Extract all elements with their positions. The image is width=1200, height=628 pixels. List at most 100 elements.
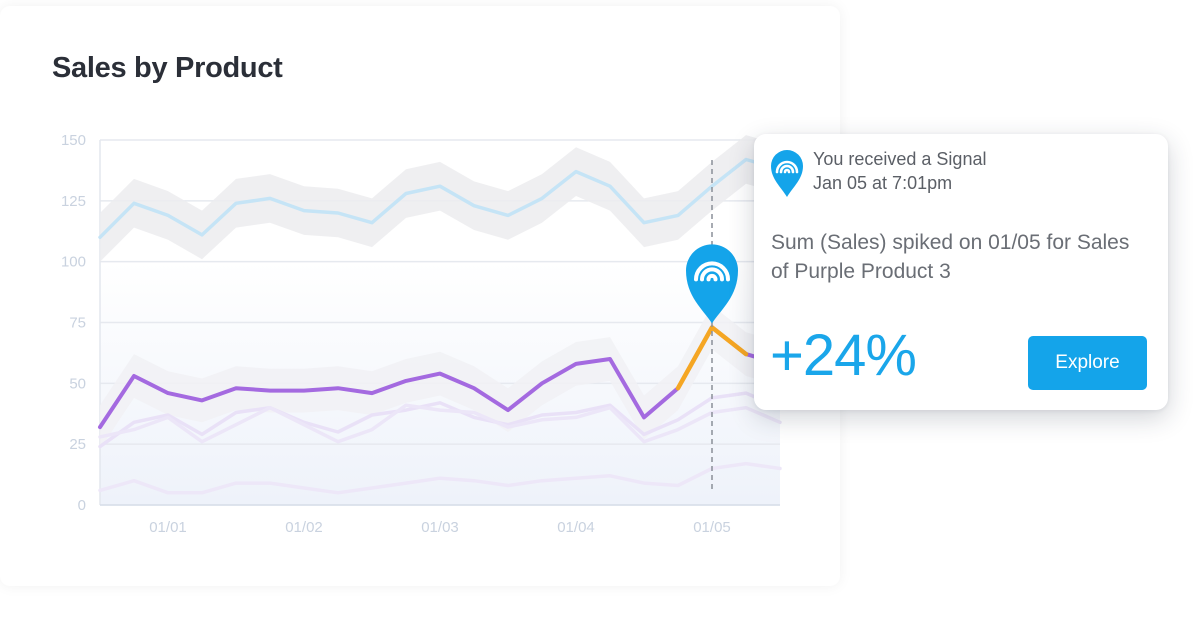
series-2-point [541,414,543,416]
series-0-point [371,221,373,224]
series-1-point [609,358,611,360]
series-2-point [643,433,645,436]
series-4-point [167,492,169,494]
series-0-point [99,236,101,239]
series-3-point [405,404,407,407]
series-3-point [133,428,135,431]
series-3-point [745,406,747,409]
series-4-point [609,475,611,477]
series-2-point [201,433,203,436]
series-2-point [575,411,577,414]
series-0-point [405,192,407,195]
explore-button[interactable]: Explore [1028,336,1147,390]
series-1-point [541,382,543,385]
series-1-point [439,372,441,375]
series-2-point [371,414,373,416]
series-1-point [575,363,577,365]
series-3-point [507,426,509,428]
series-0-point [507,214,509,217]
series-4-point [99,489,101,492]
series-0-point [337,212,339,214]
series-1-point [303,389,305,392]
series-1-point [371,392,373,394]
signal-popup: You received a Signal Jan 05 at 7:01pm S… [754,134,1168,410]
series-2-point [609,404,611,407]
series-4-point [303,487,305,489]
series-3-point [439,409,441,411]
series-4-point [337,492,339,494]
series-0-point [133,202,135,205]
series-3-point [167,416,169,419]
series-4-point [235,482,237,484]
series-1-point [643,416,645,419]
signal-time: Jan 05 at 7:01pm [813,173,953,193]
series-4-point [371,487,373,489]
series-3-point [201,440,203,443]
series-0-point [473,204,475,207]
series-2-point [405,409,407,411]
series-2-point [235,411,237,414]
x-tick-label: 01/05 [693,519,731,536]
chart-title: Sales by Product [52,52,283,84]
y-tick-label: 50 [69,375,86,392]
series-4-point [575,477,577,480]
series-3-point [303,423,305,426]
series-4-point [269,482,271,484]
series-1-point [201,399,203,402]
series-1-band [100,305,780,449]
series-1-point [235,387,237,390]
series-2-point [99,445,101,448]
x-tick-label: 01/03 [421,519,459,536]
series-0-point [201,234,203,236]
series-4-point [473,479,475,482]
series-0-point [677,214,679,217]
signal-heading: You received a Signal [813,149,987,169]
series-0-point [541,197,543,200]
y-tick-label: 125 [61,193,86,210]
x-tick-label: 01/01 [149,519,187,536]
y-tick-label: 150 [61,132,86,149]
series-2-point [745,392,747,394]
series-4-point [541,479,543,482]
y-tick-label: 100 [61,254,86,271]
signal-header: You received a Signal Jan 05 at 7:01pm [813,147,986,195]
series-3-point [371,428,373,431]
series-0-point [303,209,305,212]
series-4-point [779,467,781,470]
series-1-point [133,375,135,377]
series-0-point [609,185,611,187]
series-0-point [745,158,747,161]
series-3-point [541,419,543,421]
signal-pin-marker-icon[interactable] [686,244,738,324]
series-4-point [201,492,203,494]
series-4-point [677,484,679,487]
series-4-point [405,482,407,484]
series-1-point [507,409,509,411]
series-1-point [167,392,169,394]
spike-highlight-line [675,325,749,391]
series-0-point [235,202,237,205]
signal-pin-icon [771,150,803,197]
series-3-point [643,440,645,443]
series-0-point [643,221,645,224]
series-3-point [609,406,611,409]
series-1-point [405,380,407,382]
series-2-point [133,421,135,424]
series-0-band [100,135,780,262]
series-3-point [235,423,237,426]
series-0-point [575,170,577,173]
series-4-point [439,477,441,480]
series-3-point [779,421,781,424]
series-2-point [167,414,169,416]
series-0-point [269,197,271,200]
series-1-point [337,387,339,390]
series-3-point [473,411,475,414]
series-1-point [269,389,271,392]
series-4-point [643,482,645,484]
y-tick-label: 25 [69,436,86,453]
series-3-point [677,428,679,431]
y-tick-label: 75 [69,315,86,332]
y-tick-label: 0 [78,497,86,514]
series-3-point [99,436,101,438]
